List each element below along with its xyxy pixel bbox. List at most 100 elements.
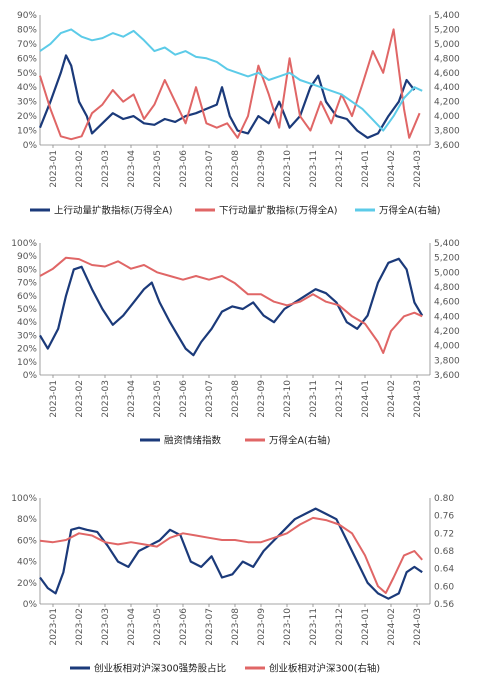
x-tick-label: 2023-03 <box>101 608 111 646</box>
right-tick-label: 3,600 <box>434 371 460 381</box>
left-tick-label: 70% <box>17 279 37 289</box>
left-tick-label: 60% <box>17 54 37 64</box>
x-tick-label: 2023-07 <box>205 380 215 418</box>
series-line-1 <box>39 257 424 357</box>
left-tick-label: 20% <box>17 579 37 589</box>
x-tick-label: 2023-04 <box>127 150 137 188</box>
right-tick-label: 5,400 <box>434 11 460 21</box>
x-tick-label: 2024-03 <box>413 380 423 418</box>
x-tick-label: 2024-01 <box>361 380 371 418</box>
x-tick-label: 2023-09 <box>257 608 267 646</box>
x-tick-label: 2023-03 <box>101 150 111 188</box>
left-tick-label: 40% <box>17 318 37 328</box>
legend-label: 创业板相对沪深300强势股占比 <box>94 663 226 675</box>
series-line-1 <box>38 54 416 139</box>
left-tick-label: 30% <box>17 331 37 341</box>
x-tick-label: 2024-02 <box>387 608 397 646</box>
legend-label: 万得全A(右轴) <box>379 205 440 217</box>
legend-label: 万得全A(右轴) <box>269 435 330 447</box>
series-line-2 <box>39 256 423 354</box>
chart-panel-2: 0% 10% 20% 30% 40% 50% 60% 70% 80% 90% 100% 3,600 3,… <box>11 239 460 447</box>
x-tick-label: 2023-06 <box>179 150 189 188</box>
x-tick-label: 2023-05 <box>153 380 163 418</box>
x-tick-label: 2023-09 <box>257 380 267 418</box>
x-tick-label: 2023-01 <box>49 150 59 188</box>
x-tick-label: 2024-03 <box>413 608 423 646</box>
x-tick-label: 2023-09 <box>257 150 267 188</box>
right-tick-label: 4,400 <box>434 83 460 93</box>
right-tick-label: 0.68 <box>434 547 454 557</box>
left-tick-label: 80% <box>17 25 37 35</box>
left-tick-label: 100% <box>11 239 37 249</box>
x-tick-label: 2023-08 <box>231 608 241 646</box>
right-tick-label: 4,600 <box>434 298 460 308</box>
left-tick-label: 80% <box>17 265 37 275</box>
x-tick-label: 2023-07 <box>205 608 215 646</box>
right-tick-label: 0.72 <box>434 529 454 539</box>
x-tick-label: 2023-01 <box>49 380 59 418</box>
right-tick-label: 5,200 <box>434 254 460 264</box>
left-tick-label: 60% <box>17 536 37 546</box>
right-tick-label: 5,200 <box>434 25 460 35</box>
x-tick-label: 2023-02 <box>75 150 85 188</box>
right-tick-label: 0.76 <box>434 512 454 522</box>
x-tick-label: 2023-11 <box>309 380 319 418</box>
x-tick-label: 2024-02 <box>387 380 397 418</box>
x-tick-label: 2024-01 <box>361 150 371 188</box>
chart-panel-1: 0% 10% 20% 30% 40% 50% 60% 70% 80% 90% 3,600 3,800 4… <box>17 11 460 217</box>
x-tick-label: 2023-11 <box>309 608 319 646</box>
right-tick-label: 3,600 <box>434 141 460 151</box>
series-line-2 <box>39 28 421 141</box>
left-tick-label: 30% <box>17 98 37 108</box>
left-tick-label: 90% <box>17 11 37 21</box>
right-tick-label: 3,800 <box>434 356 460 366</box>
left-tick-label: 10% <box>17 127 37 137</box>
x-tick-label: 2024-02 <box>387 150 397 188</box>
legend-label: 创业板相对沪深300(右轴) <box>269 663 380 675</box>
right-tick-label: 0.80 <box>434 494 454 504</box>
x-tick-label: 2023-05 <box>153 150 163 188</box>
x-tick-label: 2023-02 <box>75 608 85 646</box>
x-tick-label: 2023-12 <box>335 608 345 646</box>
right-tick-label: 4,200 <box>434 327 460 337</box>
x-tick-label: 2023-01 <box>49 608 59 646</box>
x-tick-label: 2024-03 <box>413 150 423 188</box>
right-tick-label: 4,800 <box>434 283 460 293</box>
left-tick-label: 40% <box>17 83 37 93</box>
series-line-1 <box>39 507 423 600</box>
legend-label: 下行动量扩散指标(万得全A) <box>219 205 337 217</box>
right-tick-label: 4,000 <box>434 342 460 352</box>
x-tick-label: 2023-10 <box>283 150 293 188</box>
left-tick-label: 50% <box>17 69 37 79</box>
x-tick-label: 2023-12 <box>335 380 345 418</box>
x-tick-label: 2023-08 <box>231 380 241 418</box>
right-tick-label: 5,000 <box>434 268 460 278</box>
left-tick-label: 0% <box>23 600 38 610</box>
x-tick-label: 2024-01 <box>361 608 371 646</box>
x-tick-label: 2023-04 <box>127 380 137 418</box>
right-tick-label: 4,600 <box>434 69 460 79</box>
left-tick-label: 100% <box>11 494 37 504</box>
left-tick-label: 90% <box>17 252 37 262</box>
x-tick-label: 2023-10 <box>283 608 293 646</box>
right-tick-label: 4,000 <box>434 112 460 122</box>
x-tick-label: 2023-05 <box>153 608 163 646</box>
left-tick-label: 60% <box>17 292 37 302</box>
legend-label: 上行动量扩散指标(万得全A) <box>54 205 172 217</box>
chart-panel-3: 0% 20% 40% 60% 80% 100% 0.56 0.60 0.64 0.68 0.72 0.… <box>11 494 454 675</box>
left-tick-label: 20% <box>17 345 37 355</box>
x-tick-label: 2023-03 <box>101 380 111 418</box>
left-tick-label: 80% <box>17 515 37 525</box>
left-tick-label: 0% <box>23 371 38 381</box>
x-tick-label: 2023-06 <box>179 608 189 646</box>
left-tick-label: 0% <box>23 141 38 151</box>
x-tick-label: 2023-06 <box>179 380 189 418</box>
x-tick-label: 2023-12 <box>335 150 345 188</box>
x-tick-label: 2023-04 <box>127 608 137 646</box>
right-tick-label: 5,000 <box>434 40 460 50</box>
x-tick-label: 2023-10 <box>283 380 293 418</box>
right-tick-label: 3,800 <box>434 127 460 137</box>
x-tick-label: 2023-11 <box>309 150 319 188</box>
series-line-3 <box>39 28 423 132</box>
